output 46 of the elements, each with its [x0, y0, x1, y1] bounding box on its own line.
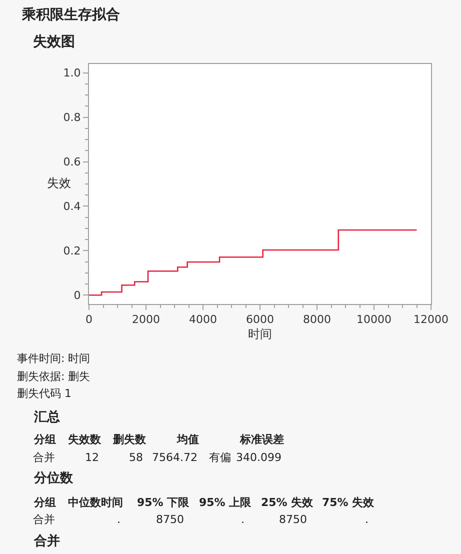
y-tick-label: 0 — [74, 288, 81, 302]
text: 8750 — [156, 513, 184, 526]
text: 25% 失效 — [261, 496, 314, 509]
text: 删失依据: 删失 — [17, 370, 90, 383]
x-tick-label: 8000 — [303, 313, 331, 326]
y-axis-title: 失效 — [47, 176, 71, 190]
text: 中位数时间 — [68, 496, 123, 509]
text: 分组 — [33, 433, 56, 446]
y-tick-label: 0.6 — [63, 156, 81, 169]
y-tick-label: 0.4 — [63, 200, 81, 214]
text: 分位数 — [33, 471, 74, 486]
text: 58 — [129, 451, 143, 464]
text: 合并 — [33, 451, 55, 464]
text: 合并 — [33, 513, 55, 526]
text: 有偏 — [209, 451, 231, 464]
x-tick-label: 12000 — [414, 313, 448, 326]
text: 删失数 — [112, 433, 147, 446]
text: . — [117, 513, 120, 526]
text: 事件时间: 时间 — [17, 352, 90, 365]
text: 8750 — [279, 513, 307, 526]
text: 标准误差 — [239, 433, 284, 446]
text: 95% 上限 — [199, 496, 252, 509]
x-tick-label: 2000 — [132, 313, 160, 326]
text: 分组 — [33, 496, 56, 509]
x-tick-label: 0 — [86, 313, 92, 326]
text: . — [365, 513, 368, 526]
text: 删失代码 1 — [17, 387, 72, 400]
text: 75% 失效 — [322, 496, 376, 509]
text: 失效数 — [68, 433, 102, 446]
x-axis-title: 时间 — [248, 327, 272, 342]
y-tick-label: 0.2 — [63, 244, 81, 258]
text: . — [241, 513, 244, 526]
x-tick-label: 10000 — [356, 313, 392, 326]
text: 12 — [85, 451, 99, 464]
x-tick-label: 6000 — [246, 313, 274, 326]
text: 340.099 — [236, 451, 282, 464]
y-tick-label: 1.0 — [63, 66, 81, 80]
text: 合并 — [33, 533, 60, 549]
chart-subtitle: 失效图 — [33, 34, 75, 50]
chart-title: 乘积限生存拟合 — [21, 6, 120, 23]
x-tick-label: 4000 — [189, 313, 217, 326]
text: 95% 下限 — [137, 496, 190, 509]
y-tick-label: 0.8 — [63, 111, 81, 124]
text: 均值 — [176, 433, 199, 446]
text: 7564.72 — [152, 451, 198, 464]
text: 汇总 — [33, 409, 61, 425]
